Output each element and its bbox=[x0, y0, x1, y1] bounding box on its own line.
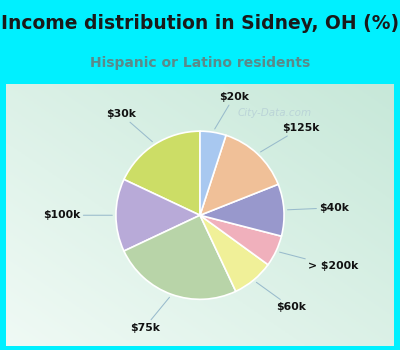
Text: Hispanic or Latino residents: Hispanic or Latino residents bbox=[90, 56, 310, 70]
Wedge shape bbox=[200, 215, 268, 291]
Wedge shape bbox=[200, 215, 282, 265]
Wedge shape bbox=[200, 131, 226, 215]
Text: $60k: $60k bbox=[256, 282, 306, 312]
Text: $30k: $30k bbox=[106, 110, 152, 142]
Text: $100k: $100k bbox=[43, 210, 112, 220]
Wedge shape bbox=[124, 215, 236, 299]
Text: > $200k: > $200k bbox=[280, 252, 358, 271]
Wedge shape bbox=[124, 131, 200, 215]
Text: $40k: $40k bbox=[288, 203, 349, 213]
Text: $75k: $75k bbox=[130, 297, 170, 332]
Text: $20k: $20k bbox=[215, 92, 248, 129]
Text: City-Data.com: City-Data.com bbox=[238, 108, 312, 118]
Wedge shape bbox=[116, 180, 200, 251]
Text: $125k: $125k bbox=[260, 123, 319, 152]
Wedge shape bbox=[200, 184, 284, 236]
Text: Income distribution in Sidney, OH (%): Income distribution in Sidney, OH (%) bbox=[1, 14, 399, 33]
Wedge shape bbox=[200, 135, 278, 215]
